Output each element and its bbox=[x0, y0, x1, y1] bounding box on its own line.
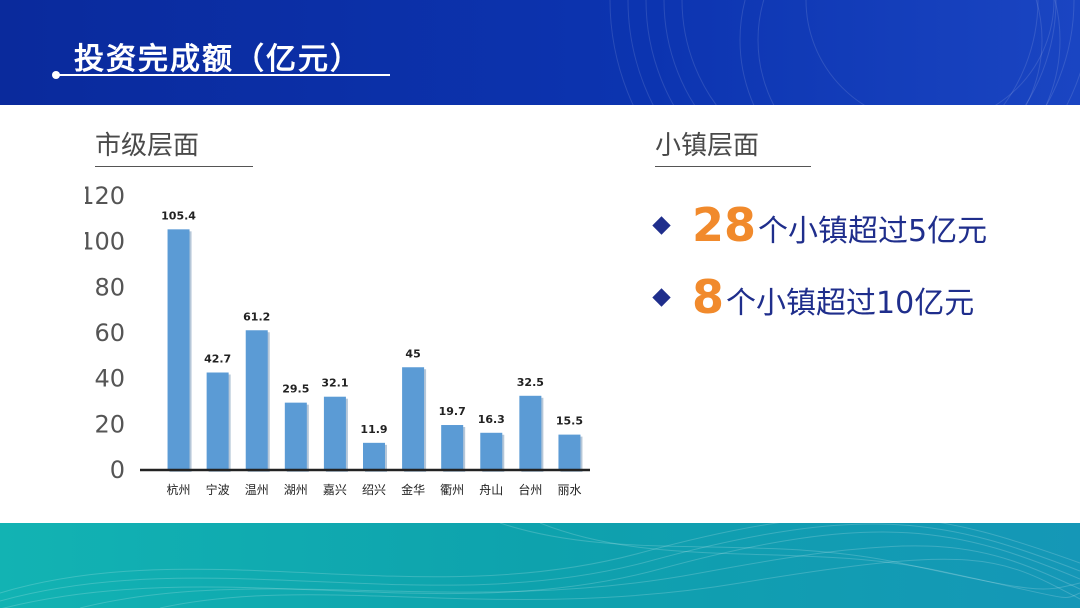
bar bbox=[402, 367, 425, 470]
y-tick-label: 100 bbox=[85, 228, 125, 256]
data-label: 42.7 bbox=[204, 353, 231, 366]
stat-row-2: 8 个小镇超过10亿元 bbox=[652, 270, 975, 324]
data-label: 15.5 bbox=[556, 415, 583, 428]
footer-banner bbox=[0, 523, 1080, 608]
category-label: 湖州 bbox=[284, 482, 308, 497]
category-label: 台州 bbox=[518, 482, 542, 497]
left-section-underline bbox=[95, 166, 253, 167]
data-label: 19.7 bbox=[439, 405, 466, 418]
data-label: 32.5 bbox=[517, 376, 544, 389]
data-label: 61.2 bbox=[243, 310, 270, 323]
header-decoration bbox=[609, 0, 1080, 105]
bar-chart: 0 20 40 60 80 100 120 105.4 杭州 42.7 宁波 61.2 温州 29.5 湖州… bbox=[85, 182, 590, 497]
title-underline bbox=[55, 74, 390, 76]
data-label: 105.4 bbox=[161, 209, 196, 222]
category-label: 衢州 bbox=[440, 483, 464, 497]
bar bbox=[167, 229, 190, 470]
y-tick-label: 20 bbox=[94, 410, 125, 438]
header-banner: 投资完成额（亿元） bbox=[0, 0, 1080, 105]
category-label: 金华 bbox=[401, 482, 425, 497]
footer-wave-decoration bbox=[0, 523, 1080, 608]
stat-number: 28 bbox=[692, 198, 757, 252]
diamond-bullet-icon bbox=[652, 216, 671, 235]
category-label: 杭州 bbox=[167, 482, 191, 497]
stat-row-1: 28 个小镇超过5亿元 bbox=[652, 198, 988, 252]
category-label: 丽水 bbox=[557, 483, 581, 497]
data-label: 29.5 bbox=[282, 383, 309, 396]
bar bbox=[284, 402, 307, 470]
left-section-title: 市级层面 bbox=[95, 131, 200, 161]
y-tick-label: 40 bbox=[94, 365, 125, 393]
bar bbox=[245, 330, 268, 470]
category-label: 嘉兴 bbox=[323, 483, 347, 497]
bar bbox=[441, 425, 464, 470]
stat-number: 8 bbox=[692, 270, 725, 324]
category-label: 舟山 bbox=[479, 483, 503, 497]
bar bbox=[206, 372, 229, 470]
right-section-underline bbox=[655, 166, 811, 167]
category-label: 宁波 bbox=[206, 482, 230, 497]
page-title: 投资完成额（亿元） bbox=[74, 42, 362, 77]
stat-text: 个小镇超过10亿元 bbox=[726, 286, 975, 321]
data-label: 16.3 bbox=[478, 413, 505, 426]
data-label: 45 bbox=[405, 347, 420, 360]
bar bbox=[363, 442, 385, 470]
category-label: 绍兴 bbox=[362, 483, 386, 497]
bar bbox=[323, 396, 346, 470]
y-tick-label: 60 bbox=[94, 319, 125, 347]
stat-text: 个小镇超过5亿元 bbox=[758, 214, 988, 249]
y-tick-label: 120 bbox=[85, 182, 125, 210]
right-section-title: 小镇层面 bbox=[655, 131, 760, 161]
bar bbox=[558, 434, 581, 470]
category-label: 温州 bbox=[245, 483, 269, 497]
y-tick-label: 80 bbox=[94, 273, 125, 301]
data-label: 32.1 bbox=[321, 377, 348, 390]
diamond-bullet-icon bbox=[652, 288, 671, 307]
bar bbox=[519, 395, 542, 470]
y-tick-label: 0 bbox=[110, 456, 125, 484]
data-label: 11.9 bbox=[360, 423, 387, 436]
bar bbox=[480, 432, 503, 470]
